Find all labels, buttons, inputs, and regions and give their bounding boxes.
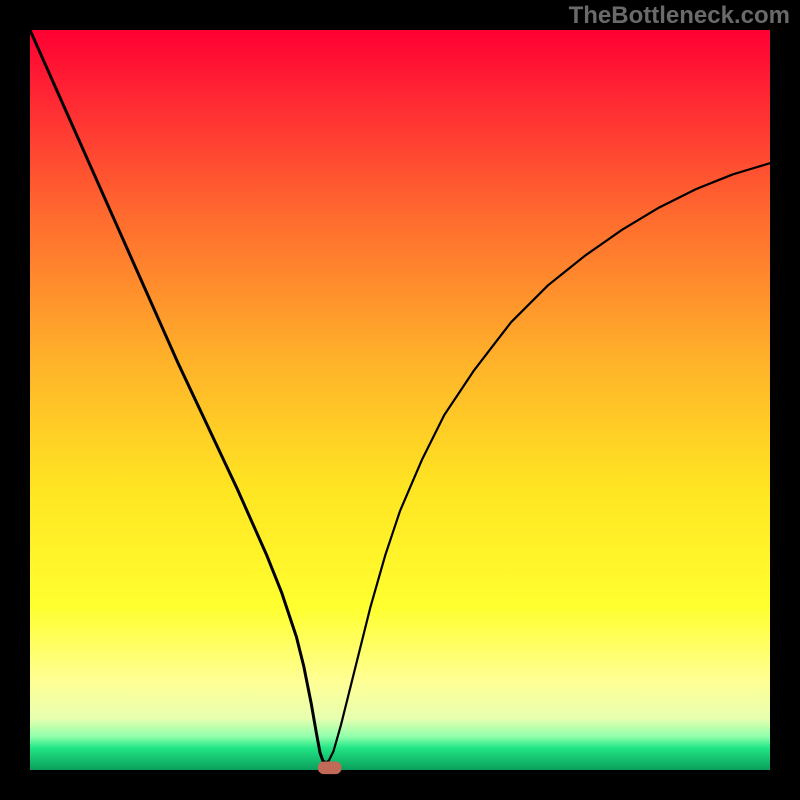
chart-container: TheBottleneck.com (0, 0, 800, 800)
watermark-text: TheBottleneck.com (569, 2, 790, 30)
chart-border (770, 0, 800, 800)
bottleneck-marker (318, 761, 342, 774)
chart-border (0, 770, 800, 800)
bottleneck-chart (0, 0, 800, 800)
chart-border (0, 0, 30, 800)
gradient-background (30, 30, 770, 770)
